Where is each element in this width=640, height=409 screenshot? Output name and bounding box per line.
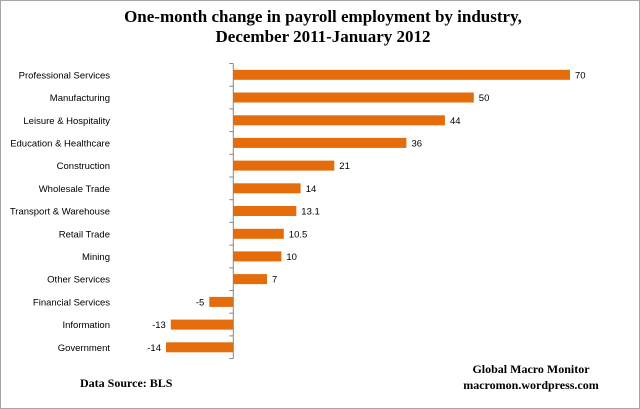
chart-title-line-1: One-month change in payroll employment b… — [124, 7, 522, 26]
bar-4 — [233, 160, 335, 171]
category-label-12: Government — [58, 343, 111, 354]
chart-title-line-2: December 2011-January 2012 — [216, 27, 431, 46]
category-label-2: Leisure & Hospitality — [23, 116, 110, 127]
bar-8 — [233, 251, 282, 262]
category-label-7: Retail Trade — [59, 229, 110, 240]
category-label-0: Professional Services — [19, 70, 111, 81]
bar-6 — [233, 206, 297, 216]
bar-9 — [233, 274, 267, 285]
bar-1 — [233, 92, 474, 103]
data-label-5: 14 — [306, 184, 317, 195]
category-label-1: Manufacturing — [50, 93, 110, 104]
data-label-7: 10.5 — [289, 229, 308, 240]
bar-12 — [166, 342, 234, 353]
bar-10 — [209, 296, 234, 307]
data-label-10: -5 — [196, 297, 204, 308]
brand-url: macromon.wordpress.com — [463, 378, 599, 392]
data-label-0: 70 — [575, 70, 586, 81]
axis-ticks — [229, 63, 234, 360]
bar-3 — [233, 137, 407, 148]
data-label-6: 13.1 — [301, 207, 320, 218]
category-label-10: Financial Services — [33, 297, 110, 308]
data-label-11: -13 — [152, 320, 166, 331]
data-label-1: 50 — [479, 93, 490, 104]
bar-2 — [233, 115, 445, 126]
brand-name: Global Macro Monitor — [472, 362, 590, 376]
data-labels: 70 50 44 36 21 14 13.1 10.5 10 7 -5 -13 -14 — [147, 70, 586, 354]
category-label-4: Construction — [57, 161, 110, 172]
data-label-3: 36 — [412, 138, 423, 149]
bars-layer — [166, 69, 571, 353]
category-label-8: Mining — [82, 252, 110, 263]
data-label-9: 7 — [272, 275, 277, 286]
data-label-2: 44 — [450, 116, 461, 127]
bar-0 — [233, 69, 571, 80]
data-label-12: -14 — [147, 343, 161, 354]
bar-5 — [233, 183, 301, 194]
category-label-11: Information — [62, 320, 110, 331]
category-label-3: Education & Healthcare — [10, 138, 110, 149]
category-label-9: Other Services — [47, 275, 110, 286]
category-label-5: Wholesale Trade — [39, 184, 110, 195]
data-source-note: Data Source: BLS — [80, 376, 173, 390]
data-label-8: 10 — [286, 252, 297, 263]
category-labels: Professional Services Manufacturing Leisur… — [10, 70, 111, 354]
bar-7 — [233, 228, 284, 239]
data-label-4: 21 — [339, 161, 350, 172]
bar-11 — [170, 319, 234, 330]
category-label-6: Transport & Warehouse — [10, 207, 110, 218]
